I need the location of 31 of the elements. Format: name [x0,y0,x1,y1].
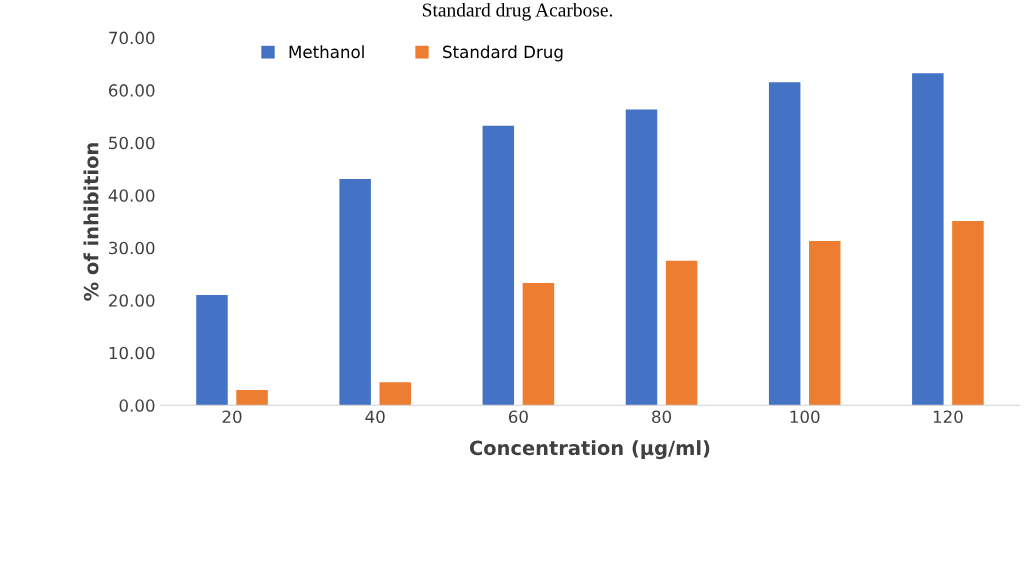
x-tick-label: 80 [652,410,672,424]
y-axis-title: % of inhibition [83,143,99,301]
y-tick-label: 10.00 [109,346,155,360]
y-tick-label: 60.00 [109,84,155,97]
x-tick-label: 120 [933,410,963,424]
bar [665,260,698,406]
bar [912,73,944,406]
bar [952,220,984,406]
x-axis-title: Concentration (µg/ml) [469,440,710,460]
y-tick-label: 20.00 [109,294,155,307]
bar [236,390,268,406]
bar [379,382,411,406]
x-tick-label: 20 [222,410,242,424]
chart-title: Standard drug Acarbose. [422,2,613,21]
x-tick-label: 40 [365,410,385,424]
y-tick-label: 0.00 [119,399,155,412]
x-tick-label: 100 [790,410,820,424]
legend-label: Standard Drug [443,45,563,62]
bar [522,282,555,406]
bar [768,82,801,406]
bar [196,295,228,406]
bar [809,240,841,406]
bar [625,109,658,406]
y-tick-label: 40.00 [108,189,155,202]
y-tick-label: 30.00 [109,241,155,255]
x-tick-label: 60 [508,410,528,424]
bar [482,125,515,406]
legend-label: Methanol [289,45,364,59]
bar [339,178,371,406]
y-tick-label: 70.00 [109,31,155,45]
y-tick-label: 50.00 [109,136,155,150]
